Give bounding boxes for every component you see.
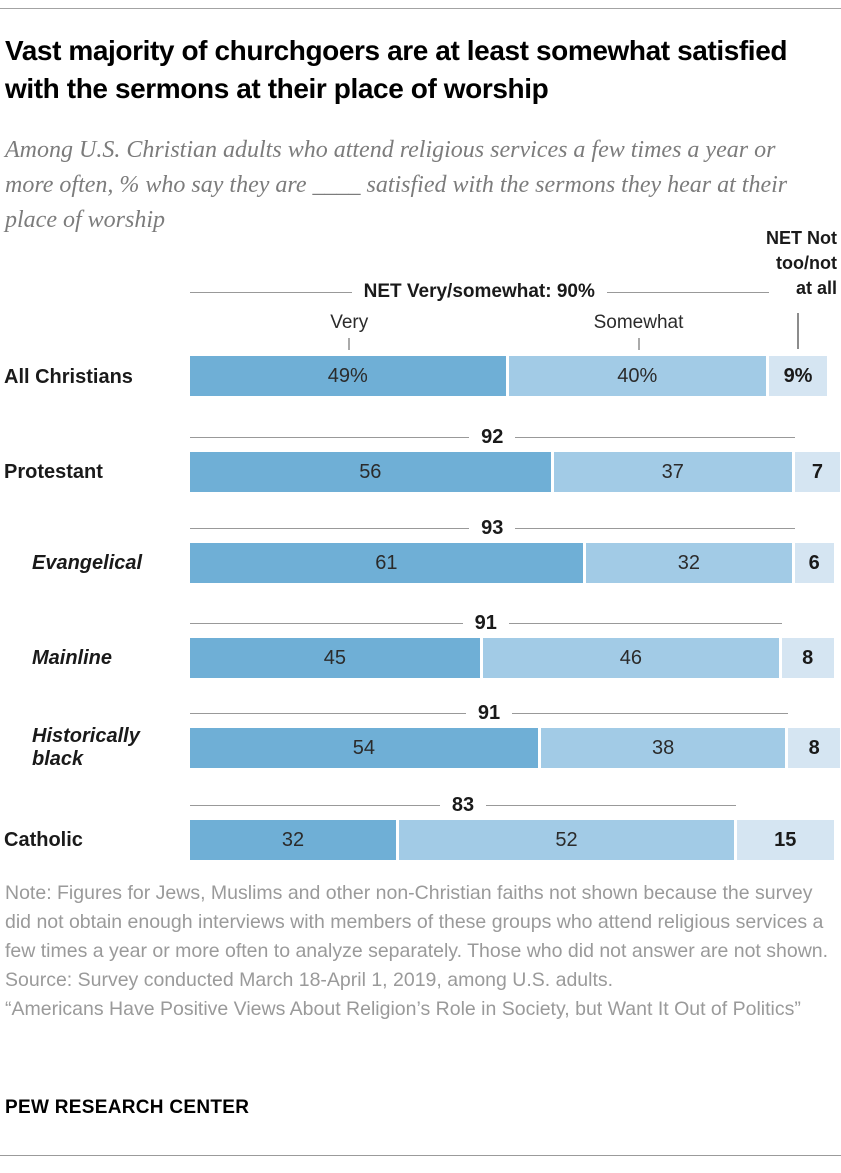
segment-not: 8: [788, 728, 840, 768]
segment-not: 15: [736, 820, 834, 860]
footnotes: Note: Figures for Jews, Muslims and othe…: [5, 879, 838, 1024]
net-value: 83: [451, 793, 475, 816]
net-rule: 92: [190, 422, 795, 452]
net-rule-line-right: [486, 804, 736, 806]
row-label-text: All Christians: [4, 366, 133, 388]
net-rule: 91: [190, 608, 782, 638]
chart-row: Evangelical 93 61 32 6: [0, 517, 841, 583]
bottom-divider: [0, 1155, 841, 1156]
segment-not: 9%: [769, 356, 827, 396]
net-not-column-header: NET Not too/not at all: [766, 226, 837, 301]
segment-not: 6: [794, 543, 834, 583]
net-value: NET Very/somewhat: 90%: [363, 281, 595, 302]
segment-somewhat: 32: [585, 543, 792, 583]
source-text: Source: Survey conducted March 18-April …: [5, 969, 614, 991]
segment-somewhat: 46: [482, 638, 779, 678]
segment-somewhat: 52: [399, 820, 734, 860]
net-rule-line-left: [190, 291, 352, 293]
pew-research-center-wordmark: PEW RESEARCH CENTER: [5, 1097, 250, 1118]
segment-very: 56: [190, 452, 551, 492]
chart-subtitle: Among U.S. Christian adults who attend r…: [5, 137, 788, 233]
net-value: 91: [477, 701, 501, 724]
segment-very: 32: [190, 820, 397, 860]
stacked-bar: 45 46 8: [190, 638, 834, 678]
net-rule-line-right: [515, 436, 795, 438]
chart-row: Catholic 83 32 52 15: [0, 794, 841, 860]
net-rule-line-left: [190, 712, 466, 714]
net-rule-line-right: [606, 291, 769, 293]
net-rule-line-right: [508, 622, 782, 624]
net-not-header-line1: NET Not: [766, 228, 837, 248]
segment-very: 61: [190, 543, 583, 583]
chart-row: Historically black 91 54 38 8: [0, 702, 841, 770]
segment-not: 8: [781, 638, 834, 678]
row-label: All Christians: [4, 0, 169, 752]
net-not-tick-mark: [797, 313, 799, 349]
net-rule: NET Very/somewhat: 90%: [190, 277, 769, 307]
row-label: Historically black: [32, 725, 140, 770]
row-label: Mainline: [32, 646, 113, 669]
row-label: Catholic: [4, 828, 83, 851]
segment-not: 7: [794, 452, 840, 492]
segment-very: 49%: [190, 356, 506, 396]
stacked-bar: 54 38 8: [190, 728, 840, 768]
net-rule-line-left: [190, 527, 470, 529]
chart-row: Protestant 92 56 37 7: [0, 426, 841, 492]
note-text: Note: Figures for Jews, Muslims and othe…: [5, 882, 829, 962]
net-rule: 91: [190, 698, 788, 728]
net-not-header-line2: too/not: [776, 253, 837, 273]
segment-somewhat: 37: [553, 452, 792, 492]
stacked-bar: 49% 40% 9%: [190, 356, 827, 396]
top-divider: [0, 8, 841, 9]
stacked-bar: 61 32 6: [190, 543, 834, 583]
somewhat-tick-mark: [638, 338, 639, 350]
very-column-label: Very: [330, 312, 369, 333]
segment-very: 54: [190, 728, 538, 768]
net-rule: 83: [190, 790, 736, 820]
page-title: Vast majority of churchgoers are at leas…: [5, 35, 788, 104]
net-not-header-line3: at all: [795, 278, 837, 298]
stacked-bar: 56 37 7: [190, 452, 840, 492]
net-rule-line-left: [190, 622, 463, 624]
net-value: 91: [474, 611, 497, 634]
very-tick-mark: [348, 338, 350, 350]
row-label: Protestant: [4, 460, 103, 483]
stacked-bar: 32 52 15: [190, 820, 834, 860]
chart-row: Mainline 91 45 46 8: [0, 612, 841, 678]
row-label: Evangelical: [32, 551, 143, 574]
segment-somewhat: 38: [540, 728, 786, 768]
net-rule-line-right: [512, 712, 788, 714]
chart-row: All Christians NET Very/somewhat: 90% Ve…: [0, 281, 841, 396]
segment-very: 45: [190, 638, 480, 678]
somewhat-column-label: Somewhat: [593, 312, 684, 333]
net-rule: 93: [190, 513, 795, 543]
report-title-text: “Americans Have Positive Views About Rel…: [5, 998, 801, 1020]
net-rule-line-right: [515, 527, 795, 529]
net-rule-line-left: [190, 436, 470, 438]
net-value: 93: [481, 516, 504, 539]
net-rule-line-left: [190, 804, 440, 806]
net-value: 92: [481, 425, 504, 448]
segment-somewhat: 40%: [508, 356, 767, 396]
